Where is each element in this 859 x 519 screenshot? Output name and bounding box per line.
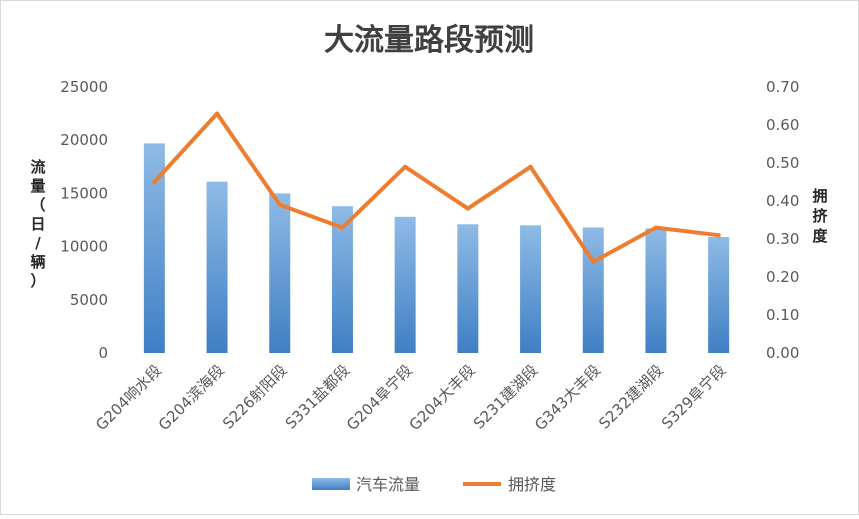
line-point bbox=[591, 259, 596, 264]
left-tick-label: 20000 bbox=[60, 131, 108, 149]
right-tick-label: 0.20 bbox=[766, 268, 799, 286]
chart-title: 大流量路段预测 bbox=[324, 23, 534, 58]
left-axis-title-char: 量 bbox=[30, 177, 45, 195]
line-point bbox=[403, 164, 408, 169]
bar bbox=[394, 216, 416, 353]
line-point bbox=[465, 206, 470, 211]
bar bbox=[520, 225, 542, 353]
congestion-line bbox=[152, 111, 721, 264]
left-tick-label: 5000 bbox=[70, 291, 108, 309]
left-axis-title: 流量（日/辆） bbox=[30, 158, 45, 290]
line-point bbox=[277, 202, 282, 207]
bar bbox=[331, 206, 353, 353]
bar bbox=[645, 228, 667, 353]
line-point bbox=[152, 180, 157, 184]
right-tick-label: 0.40 bbox=[766, 192, 799, 210]
left-tick-label: 10000 bbox=[60, 238, 108, 256]
left-axis-title-char: 日 bbox=[30, 215, 45, 233]
bar bbox=[206, 181, 228, 353]
right-tick-label: 0.00 bbox=[766, 344, 799, 362]
left-tick-label: 25000 bbox=[60, 78, 108, 96]
right-axis-title-char: 拥 bbox=[812, 187, 827, 205]
right-tick-label: 0.70 bbox=[766, 78, 799, 96]
bar bbox=[143, 143, 165, 353]
line-point bbox=[653, 225, 658, 230]
bar bbox=[708, 237, 730, 353]
left-axis-title-char: 流 bbox=[30, 158, 45, 176]
legend: 汽车流量 拥挤度 bbox=[312, 475, 556, 494]
legend-label-line: 拥挤度 bbox=[508, 475, 556, 494]
right-tick-label: 0.50 bbox=[766, 154, 799, 172]
left-tick-label: 15000 bbox=[60, 184, 108, 202]
left-axis-title-char: ） bbox=[30, 272, 45, 290]
line-series bbox=[152, 111, 721, 264]
legend-label-bar: 汽车流量 bbox=[356, 475, 420, 494]
left-axis-ticks: 0 5000 10000 15000 20000 25000 bbox=[60, 78, 108, 362]
legend-swatch-bar bbox=[312, 478, 350, 490]
right-axis-title: 拥挤度 bbox=[812, 187, 828, 245]
right-tick-label: 0.30 bbox=[766, 230, 799, 248]
right-axis-ticks: 0.00 0.10 0.20 0.30 0.40 0.50 0.60 0.70 bbox=[766, 78, 799, 362]
left-tick-label: 0 bbox=[98, 344, 108, 362]
bar bbox=[269, 193, 291, 353]
right-tick-label: 0.10 bbox=[766, 306, 799, 324]
line-point bbox=[340, 225, 345, 230]
right-axis-title-char: 度 bbox=[812, 227, 828, 245]
left-axis-title-char: （ bbox=[30, 196, 45, 214]
line-point bbox=[215, 111, 220, 116]
bar bbox=[457, 224, 479, 353]
left-axis-title-char: / bbox=[35, 234, 41, 252]
line-point bbox=[528, 164, 533, 169]
right-tick-label: 0.60 bbox=[766, 116, 799, 134]
line-point bbox=[716, 233, 721, 238]
bar bbox=[582, 227, 604, 353]
left-axis-title-char: 辆 bbox=[30, 253, 45, 271]
right-axis-title-char: 挤 bbox=[812, 207, 828, 225]
